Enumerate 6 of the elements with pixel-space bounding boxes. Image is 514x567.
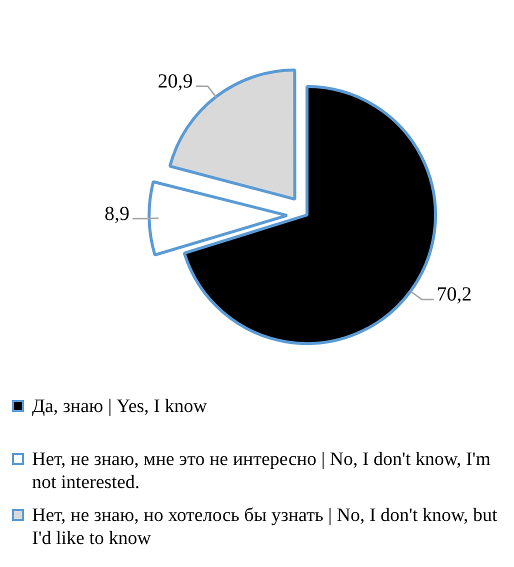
data-label: 8,9	[104, 202, 130, 225]
legend-label: Нет, не знаю, но хотелось бы узнать | No, I don't know, but I'd like to know	[31, 504, 498, 550]
data-label: 70,2	[436, 284, 472, 306]
data-label: 20,9	[158, 70, 193, 93]
legend-label: Да, знаю | Yes, I know	[31, 395, 208, 418]
legend-label: Нет, не знаю, мне это не интересно | No, I don't know, I'm not interested.	[31, 448, 492, 494]
